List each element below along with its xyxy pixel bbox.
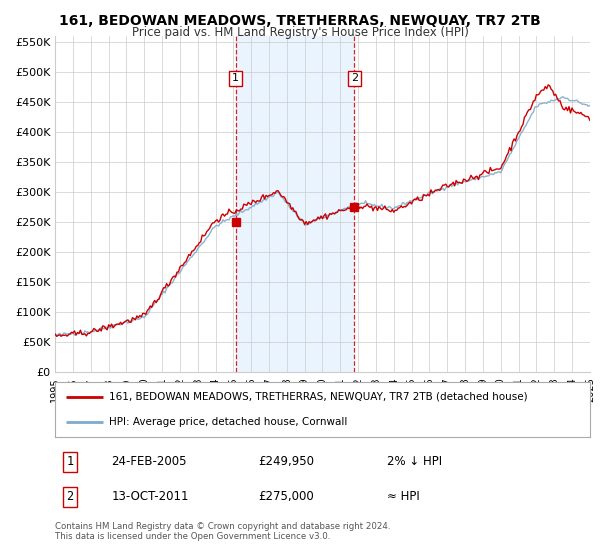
Text: 2% ↓ HPI: 2% ↓ HPI [386,455,442,468]
Text: 24-FEB-2005: 24-FEB-2005 [112,455,187,468]
Text: £275,000: £275,000 [259,490,314,503]
Text: 161, BEDOWAN MEADOWS, TRETHERRAS, NEWQUAY, TR7 2TB: 161, BEDOWAN MEADOWS, TRETHERRAS, NEWQUA… [59,14,541,28]
Text: Price paid vs. HM Land Registry's House Price Index (HPI): Price paid vs. HM Land Registry's House … [131,26,469,39]
Text: 1: 1 [67,455,74,468]
Text: ≈ HPI: ≈ HPI [386,490,419,503]
Text: Contains HM Land Registry data © Crown copyright and database right 2024.
This d: Contains HM Land Registry data © Crown c… [55,522,391,542]
Text: HPI: Average price, detached house, Cornwall: HPI: Average price, detached house, Corn… [109,417,347,427]
Text: 161, BEDOWAN MEADOWS, TRETHERRAS, NEWQUAY, TR7 2TB (detached house): 161, BEDOWAN MEADOWS, TRETHERRAS, NEWQUA… [109,392,527,402]
Text: 1: 1 [232,73,239,83]
Text: 2: 2 [67,490,74,503]
Text: 2: 2 [350,73,358,83]
Bar [236,36,354,372]
Text: £249,950: £249,950 [259,455,314,468]
Text: 13-OCT-2011: 13-OCT-2011 [112,490,189,503]
